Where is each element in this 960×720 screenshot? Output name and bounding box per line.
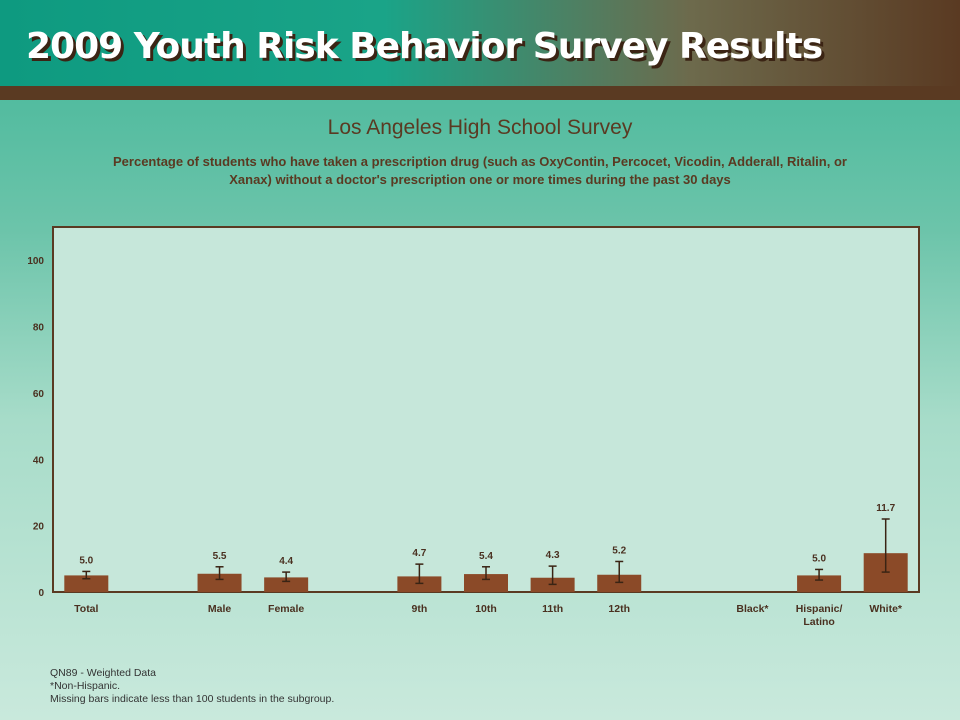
data-label: 5.2 (612, 545, 626, 556)
banner-title: 2009 Youth Risk Behavior Survey Results (26, 26, 823, 67)
footnote-missing-bars: Missing bars indicate less than 100 stud… (50, 693, 335, 705)
x-tick-label: Latino (803, 616, 835, 628)
footnote-non-hispanic: *Non-Hispanic. (50, 680, 121, 692)
x-tick-label: 12th (608, 603, 630, 615)
chart-subtitle: Percentage of students who have taken a … (113, 154, 847, 187)
y-tick-label: 0 (38, 588, 44, 599)
y-tick-label: 100 (27, 256, 44, 267)
bar (597, 574, 642, 592)
data-label: 4.4 (279, 556, 293, 567)
bar (797, 575, 842, 592)
header-divider (0, 86, 960, 100)
x-tick-label: Total (74, 603, 98, 615)
footnotes: QN89 - Weighted Data *Non-Hispanic. Miss… (50, 667, 334, 706)
bar (397, 576, 442, 592)
data-label: 5.0 (812, 553, 826, 564)
x-tick-label: Black* (736, 603, 769, 615)
x-tick-label: White* (869, 603, 903, 615)
bar (64, 575, 109, 592)
y-tick-label: 40 (33, 455, 45, 466)
y-tick-label: 80 (33, 323, 45, 334)
x-tick-label: 10th (475, 603, 497, 615)
header-banner: 2009 Youth Risk Behavior Survey Results (0, 0, 960, 86)
data-label: 5.5 (213, 551, 227, 562)
data-label: 5.4 (479, 551, 493, 562)
bar (197, 573, 242, 592)
x-tick-label: 9th (412, 603, 428, 615)
data-label: 11.7 (876, 503, 895, 514)
data-label: 4.3 (546, 550, 560, 561)
footnote-data-source: QN89 - Weighted Data (50, 667, 157, 679)
x-tick-label: Hispanic/ (796, 603, 843, 615)
bar (464, 574, 508, 592)
data-label: 4.7 (412, 548, 426, 559)
data-label: 5.0 (79, 555, 93, 566)
plot-area (52, 226, 920, 593)
x-tick-label: 11th (542, 603, 563, 615)
y-tick-label: 60 (33, 389, 45, 400)
bar (264, 577, 309, 592)
x-tick-label: Male (208, 603, 232, 615)
x-tick-label: Female (268, 603, 304, 615)
y-tick-label: 20 (33, 522, 45, 533)
chart-title: Los Angeles High School Survey (327, 116, 633, 139)
